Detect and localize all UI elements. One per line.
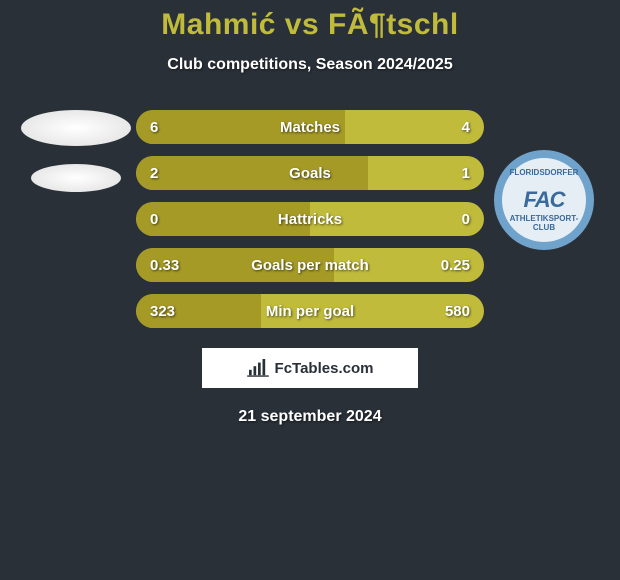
stat-row: 6 Matches 4 [136,110,484,144]
brand-box[interactable]: FcTables.com [202,348,418,388]
comparison-panel: 6 Matches 4 2 Goals 1 0 Hattricks 0 0.33 Goals per… [0,110,620,328]
stat-value-right: 0.25 [441,257,470,274]
stat-value-right: 580 [445,303,470,320]
badge-bottom-text: ATHLETIKSPORT-CLUB [502,214,586,232]
stat-row: 0.33 Goals per match 0.25 [136,248,484,282]
stats-list: 6 Matches 4 2 Goals 1 0 Hattricks 0 0.33 Goals per… [136,110,484,328]
stat-row: 2 Goals 1 [136,156,484,190]
badge-center-text: FAC [524,187,565,213]
stat-bar-left [136,156,368,190]
stat-value-left: 0.33 [150,257,179,274]
player-left-photo [21,110,131,146]
stat-value-left: 2 [150,165,158,182]
stat-label: Matches [280,119,340,136]
stat-value-right: 0 [462,211,470,228]
stat-row: 323 Min per goal 580 [136,294,484,328]
stat-label: Goals per match [251,257,369,274]
stat-value-left: 323 [150,303,175,320]
stat-value-left: 0 [150,211,158,228]
page-title: Mahmić vs FÃ¶tschl [161,8,458,42]
bar-chart-icon [247,359,269,377]
player-left-column [16,110,136,328]
root: Mahmić vs FÃ¶tschl Club competitions, Se… [0,0,620,426]
brand-label: FcTables.com [275,360,374,377]
badge-top-text: FLORIDSDORFER [510,168,579,177]
stat-label: Min per goal [266,303,354,320]
player-left-photo-2 [31,164,121,192]
stat-label: Hattricks [278,211,342,228]
stat-value-right: 4 [462,119,470,136]
club-badge: FLORIDSDORFER FAC ATHLETIKSPORT-CLUB [494,150,594,250]
player-right-column: FLORIDSDORFER FAC ATHLETIKSPORT-CLUB [484,110,604,328]
stat-value-left: 6 [150,119,158,136]
stat-value-right: 1 [462,165,470,182]
date-text: 21 september 2024 [238,408,381,426]
stat-label: Goals [289,165,331,182]
stat-row: 0 Hattricks 0 [136,202,484,236]
page-subtitle: Club competitions, Season 2024/2025 [167,56,452,74]
